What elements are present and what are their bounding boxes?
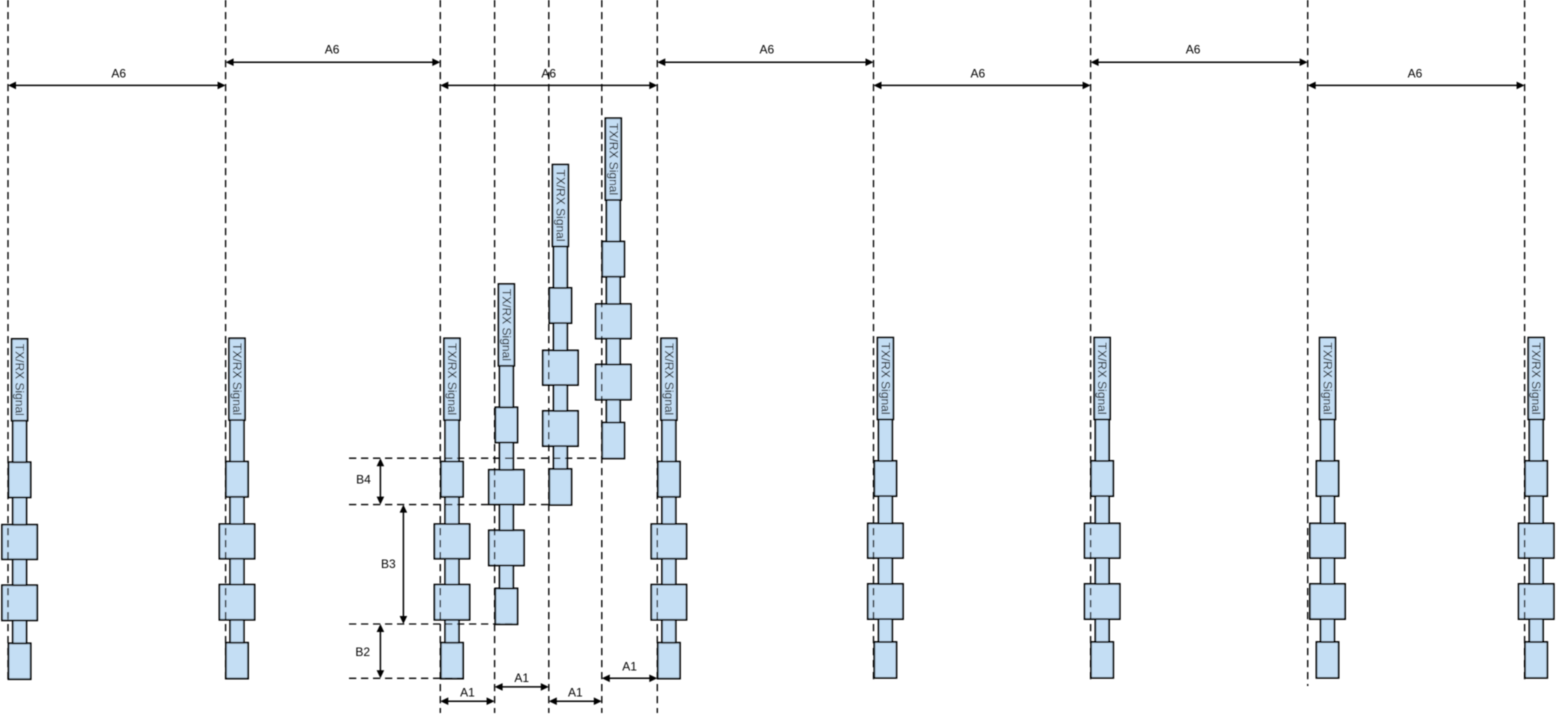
svg-text:A6: A6 xyxy=(111,67,126,81)
svg-text:A1: A1 xyxy=(622,660,637,674)
svg-text:A6: A6 xyxy=(325,43,340,57)
svg-text:TX/RX Signal: TX/RX Signal xyxy=(878,342,892,414)
svg-text:TX/RX Signal: TX/RX Signal xyxy=(553,169,567,241)
svg-text:TX/RX Signal: TX/RX Signal xyxy=(499,289,513,361)
svg-text:A6: A6 xyxy=(541,67,556,81)
svg-text:A6: A6 xyxy=(971,67,986,81)
svg-text:A1: A1 xyxy=(568,685,583,699)
svg-text:TX/RX Signal: TX/RX Signal xyxy=(662,343,676,415)
svg-text:TX/RX Signal: TX/RX Signal xyxy=(1095,342,1109,414)
svg-text:TX/RX Signal: TX/RX Signal xyxy=(445,343,459,415)
svg-text:B4: B4 xyxy=(356,473,371,487)
svg-text:A1: A1 xyxy=(514,671,529,685)
svg-text:TX/RX Signal: TX/RX Signal xyxy=(606,123,620,195)
svg-text:TX/RX Signal: TX/RX Signal xyxy=(1529,342,1543,414)
svg-text:A6: A6 xyxy=(1186,43,1201,57)
svg-text:A1: A1 xyxy=(460,685,475,699)
svg-text:A6: A6 xyxy=(1408,67,1423,81)
svg-text:TX/RX Signal: TX/RX Signal xyxy=(1321,342,1335,414)
svg-text:B2: B2 xyxy=(355,645,370,659)
svg-text:A6: A6 xyxy=(759,43,774,57)
svg-text:B3: B3 xyxy=(381,557,396,571)
svg-text:TX/RX Signal: TX/RX Signal xyxy=(230,343,244,415)
svg-text:TX/RX Signal: TX/RX Signal xyxy=(13,344,27,416)
